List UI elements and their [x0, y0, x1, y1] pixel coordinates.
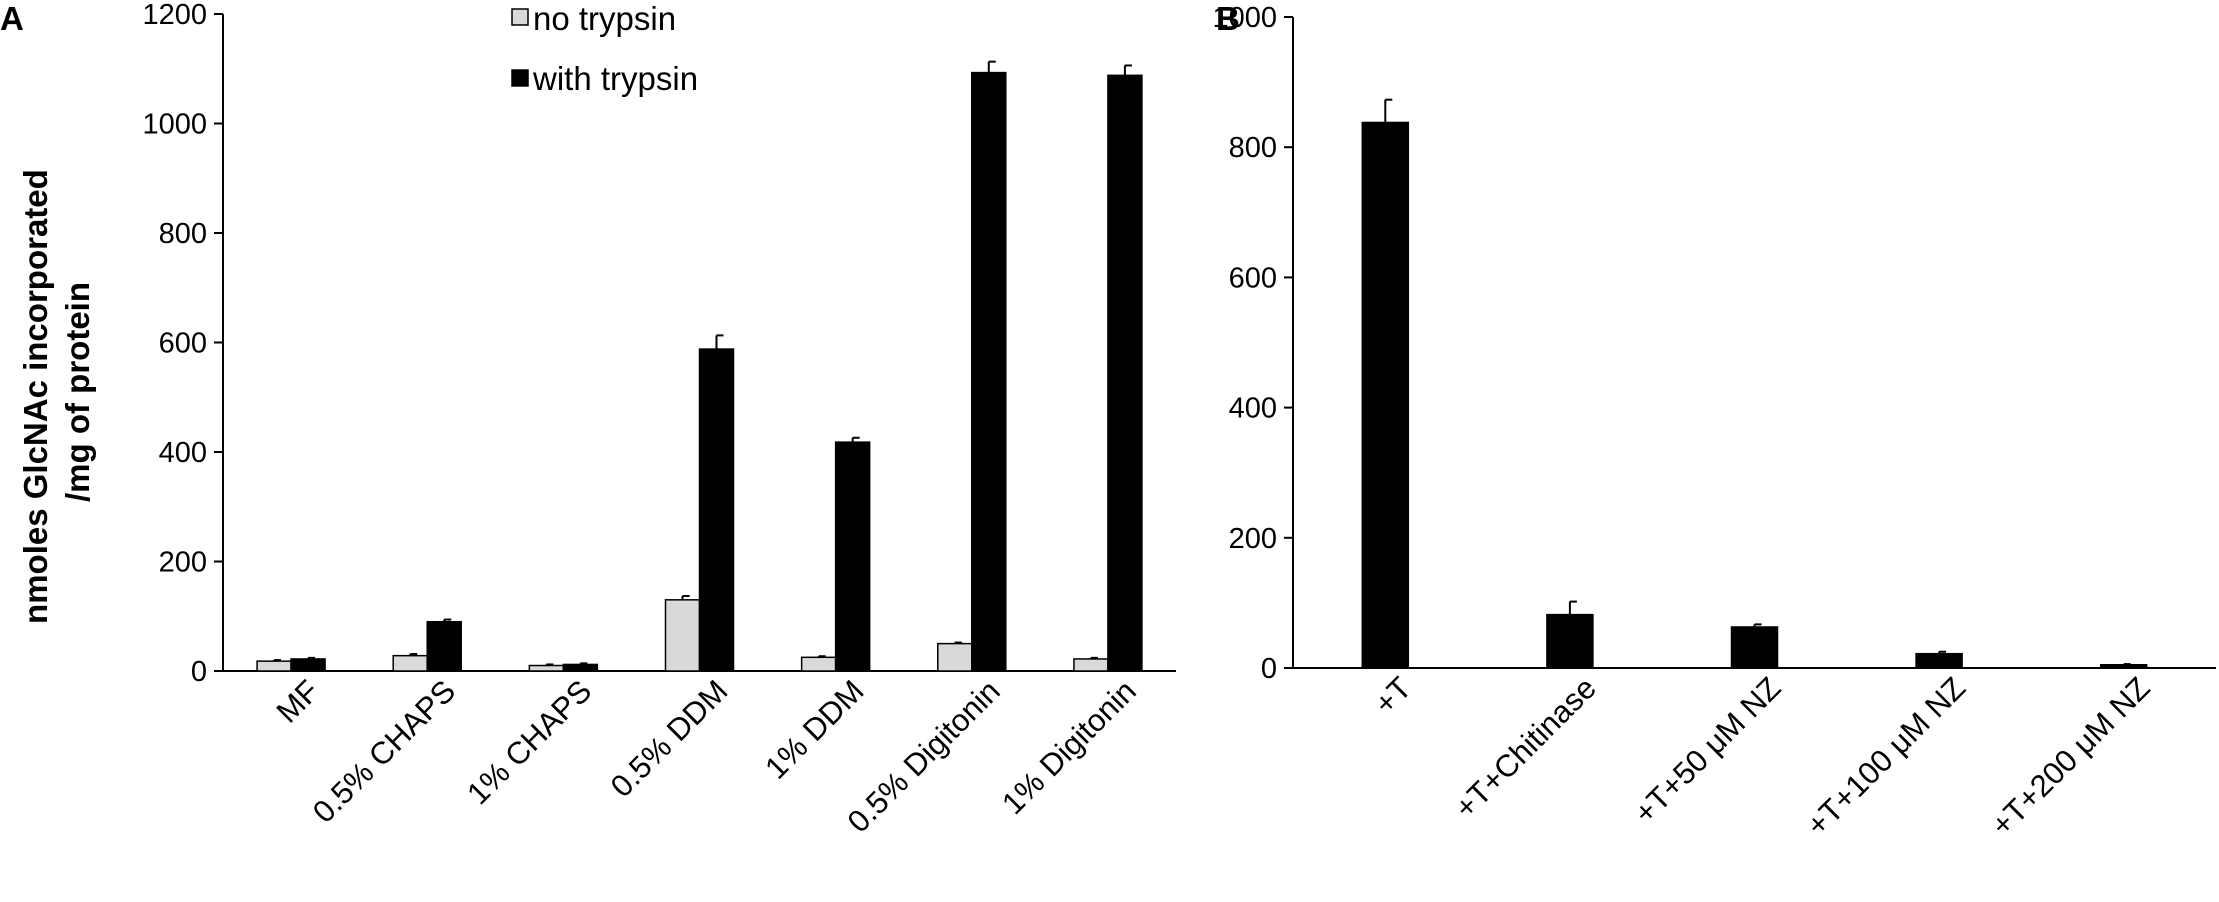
- category-label-1-ddm: 1% DDM: [758, 673, 870, 785]
- y-tick-label: 400: [159, 437, 207, 469]
- category-label-t-chitinase: +T+Chitinase: [1448, 670, 1603, 825]
- bar-no-trypsin-mf: [256, 660, 292, 672]
- bar-with-trypsin-mf: [290, 658, 326, 672]
- panel-b-letter: B: [1216, 0, 1240, 37]
- panel-a-letter: A: [0, 0, 24, 37]
- panel-a-y-axis-label: nmoles GlcNAc incorporated /mg of protei…: [17, 160, 96, 624]
- bar-value-t: [1361, 121, 1410, 669]
- y-axis-label-line-1: nmoles GlcNAc incorporated: [17, 169, 54, 624]
- bar-with-trypsin-1-chaps: [562, 663, 599, 672]
- y-tick-label: 400: [1229, 393, 1277, 425]
- y-tick-label: 0: [1261, 653, 1277, 685]
- bar-no-trypsin-0-5-digitonin: [937, 642, 973, 672]
- bar-no-trypsin-1-chaps: [528, 664, 565, 672]
- category-label-1-chaps: 1% CHAPS: [460, 673, 598, 811]
- bar-value-t-chitinase: [1546, 613, 1594, 669]
- legend-label-no-trypsin: no trypsin: [533, 0, 676, 37]
- y-tick-label: 1000: [142, 109, 207, 141]
- panel-b-bars: [1361, 98, 2148, 669]
- category-label-0-5-ddm: 0.5% DDM: [604, 673, 735, 804]
- y-tick-label: 1200: [142, 0, 207, 31]
- category-label-0-5-chaps: 0.5% CHAPS: [306, 673, 462, 829]
- category-label-t-50-m-nz: +T+50 μM NZ: [1627, 670, 1787, 830]
- category-label-t-200-m-nz: +T+200 μM NZ: [1984, 670, 2157, 843]
- bar-no-trypsin-0-5-ddm: [664, 599, 701, 672]
- bar-value-t-50-m-nz: [1730, 626, 1779, 669]
- y-tick-label: 0: [191, 656, 207, 688]
- panel-a-bars: [256, 60, 1143, 672]
- bar-no-trypsin-1-ddm: [800, 656, 837, 672]
- legend-label-with-trypsin: with trypsin: [532, 60, 698, 97]
- category-label-t-100-m-nz: +T+100 μM NZ: [1799, 670, 1972, 843]
- bar-with-trypsin-1-ddm: [834, 441, 871, 672]
- bar-value-t-200-m-nz: [2099, 663, 2148, 669]
- bar-with-trypsin-1-digitonin: [1107, 74, 1143, 672]
- bar-with-trypsin-0-5-chaps: [426, 620, 462, 672]
- bar-with-trypsin-0-5-ddm: [698, 348, 735, 672]
- panel-b: B 0 200 400 600 800 1000 +T +T+Chitinase +T+50 …: [1212, 0, 2216, 843]
- bar-value-t-100-m-nz: [1915, 652, 1963, 669]
- y-axis-label-line-2: /mg of protein: [59, 282, 96, 502]
- panel-a-y-ticks: 0 200 400 600 800 1000 1200: [142, 0, 223, 688]
- bar-with-trypsin-0-5-digitonin: [971, 71, 1007, 672]
- panel-a-legend: no trypsin with trypsin: [511, 0, 698, 97]
- panel-b-y-ticks: 0 200 400 600 800 1000: [1212, 2, 1293, 685]
- y-tick-label: 800: [159, 218, 207, 250]
- y-tick-label: 1000: [1212, 2, 1277, 34]
- y-tick-label: 600: [159, 328, 207, 360]
- category-label-1-digitonin: 1% Digitonin: [995, 673, 1143, 821]
- panel-a: A nmoles GlcNAc incorporated /mg of prot…: [0, 0, 1176, 839]
- legend-swatch-with-trypsin: [511, 69, 529, 87]
- bar-no-trypsin-1-digitonin: [1073, 658, 1109, 672]
- panel-b-category-labels: +T +T+Chitinase +T+50 μM NZ +T+100 μM NZ +T+…: [1367, 670, 2156, 843]
- y-tick-label: 800: [1229, 132, 1277, 164]
- y-tick-label: 200: [159, 547, 207, 579]
- bar-no-trypsin-0-5-chaps: [392, 654, 428, 672]
- category-label-mf: MF: [270, 673, 326, 729]
- category-label-t: +T: [1367, 670, 1418, 721]
- legend-swatch-no-trypsin: [511, 8, 529, 26]
- y-tick-label: 600: [1229, 262, 1277, 294]
- y-tick-label: 200: [1229, 523, 1277, 555]
